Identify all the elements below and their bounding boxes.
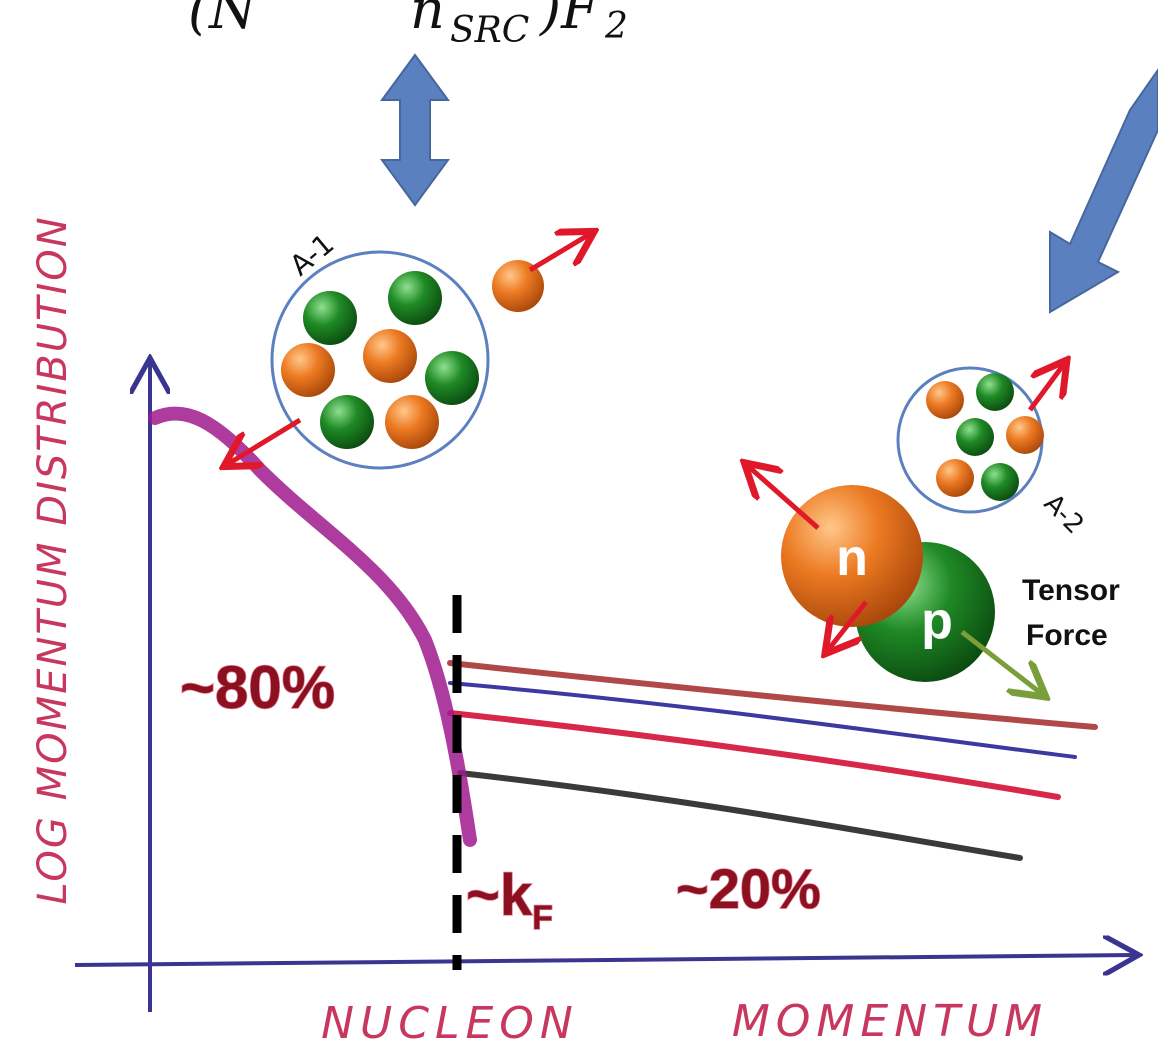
force-label: Force (1026, 619, 1108, 652)
proton-ball (976, 373, 1014, 411)
momentum-arrow (528, 234, 590, 273)
fermi-label: ~kF (466, 863, 553, 937)
force-label: Tensor (1022, 574, 1120, 607)
nucleus-label: A-2 (1038, 488, 1090, 540)
momentum-arrow (828, 600, 868, 650)
proton-ball (388, 271, 442, 325)
diagonal-arrow (1049, 68, 1158, 314)
neutron-ball (936, 459, 974, 497)
fraction-label: ~20% (676, 857, 821, 920)
neutron-label: n (836, 529, 868, 587)
proton-ball (425, 351, 479, 405)
formula-n: n (410, 0, 445, 41)
fraction-label: ~80% (180, 654, 335, 721)
fermi-k: ~k (466, 863, 533, 928)
tail-line-red (447, 710, 1061, 800)
proton-ball (320, 395, 374, 449)
momentum-curve (148, 406, 477, 847)
neutron-ball (281, 343, 335, 397)
knocked-out-nucleon (492, 260, 544, 312)
nucleus-a-1: A-1 (270, 227, 490, 470)
momentum-arrow (748, 466, 820, 530)
x-axis (74, 955, 1135, 965)
y-axis-label: LOG MOMENTUM DISTRIBUTION (30, 215, 76, 904)
proton-label: p (921, 592, 953, 650)
momentum-arrow (960, 630, 1042, 694)
fermi-subscript: F (532, 899, 553, 937)
double-arrow (380, 53, 450, 207)
tail-line-blue (448, 681, 1077, 759)
formula-close-subscript: 2 (604, 6, 628, 47)
proton-ball (303, 291, 357, 345)
formula-close: )F (539, 0, 601, 41)
neutron-ball (385, 395, 439, 449)
momentum-arrow (228, 417, 302, 464)
proton-ball (956, 418, 994, 456)
proton-ball (981, 463, 1019, 501)
nucleus-a-2: A-2 (896, 366, 1090, 540)
neutron-ball (926, 381, 964, 419)
formula-open: (N (188, 0, 258, 41)
formula: (N n SRC )F 2 (188, 0, 628, 51)
formula-subscript: SRC (450, 10, 529, 51)
tail-line-brown (447, 660, 1098, 730)
x-axis-label: NUCLEON (321, 998, 579, 1047)
neutron-ball (363, 329, 417, 383)
tail-line-black (457, 770, 1023, 861)
x-axis-label: MOMENTUM (732, 996, 1048, 1047)
momentum-arrow (1027, 364, 1064, 412)
neutron-large (781, 485, 923, 627)
neutron-ball (1006, 416, 1044, 454)
